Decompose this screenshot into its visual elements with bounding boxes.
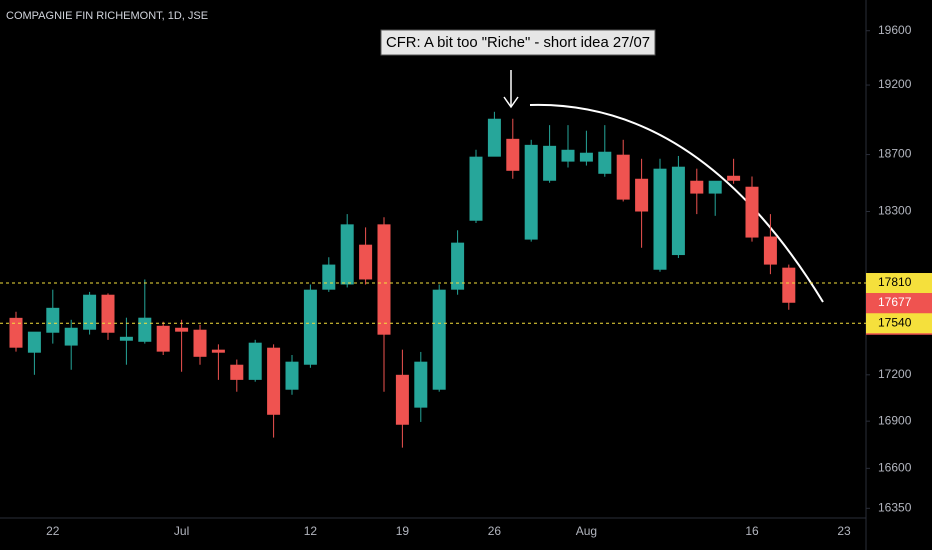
candle-body bbox=[156, 325, 170, 352]
candle-body bbox=[635, 178, 649, 212]
y-tick-label: 18300 bbox=[878, 204, 912, 218]
candle-body bbox=[175, 327, 189, 332]
candle-body bbox=[46, 307, 60, 333]
y-tick-label: 18700 bbox=[878, 147, 912, 161]
candle-body bbox=[64, 327, 78, 346]
y-tick-label: 16600 bbox=[878, 461, 912, 475]
candle-body bbox=[524, 144, 538, 240]
candle-body bbox=[616, 154, 630, 200]
candle-body bbox=[579, 152, 593, 162]
x-tick-label: Aug bbox=[576, 524, 597, 538]
candle-body bbox=[782, 267, 796, 303]
annotation-box bbox=[380, 29, 656, 56]
candle-body bbox=[322, 264, 336, 290]
candle-body bbox=[359, 244, 373, 280]
candle-body bbox=[708, 180, 722, 194]
y-tick-label: 17200 bbox=[878, 367, 912, 381]
candle-body bbox=[671, 166, 685, 256]
candle-body bbox=[690, 180, 704, 194]
candle-body bbox=[340, 224, 354, 285]
candle-body bbox=[432, 289, 446, 390]
candle-body bbox=[451, 242, 465, 290]
y-tick-label: 16900 bbox=[878, 413, 912, 427]
candle-body bbox=[377, 224, 391, 335]
candle-body bbox=[138, 317, 152, 342]
y-tick-label: 19200 bbox=[878, 77, 912, 91]
price-line-label: 17540 bbox=[878, 315, 912, 329]
candle-body bbox=[469, 156, 483, 221]
price-line-box bbox=[866, 273, 932, 294]
candle-body bbox=[561, 149, 575, 162]
x-tick-label: 16 bbox=[745, 524, 759, 538]
candle-body bbox=[487, 118, 501, 157]
candle-body bbox=[230, 364, 244, 380]
candle-body bbox=[193, 329, 207, 357]
candle-body bbox=[763, 236, 777, 265]
price-line-box bbox=[866, 313, 932, 334]
curve bbox=[529, 103, 824, 303]
candle-body bbox=[27, 331, 41, 353]
candle-body bbox=[506, 138, 520, 171]
candle-body bbox=[285, 361, 299, 390]
candle-body bbox=[598, 151, 612, 174]
candle-body bbox=[745, 186, 759, 238]
y-tick-label: 19600 bbox=[878, 23, 912, 37]
candle-body bbox=[303, 289, 317, 365]
chart-title: COMPAGNIE FIN RICHEMONT, 1D, JSE bbox=[6, 10, 208, 22]
candle-body bbox=[83, 294, 97, 330]
candle-body bbox=[395, 374, 409, 425]
annotation-text: CFR: A bit too "Riche" - short idea 27/0… bbox=[386, 34, 650, 51]
x-tick-label: 19 bbox=[396, 524, 410, 538]
candle-body bbox=[727, 175, 741, 181]
x-tick-label: 23 bbox=[837, 524, 851, 538]
candle-body bbox=[211, 349, 225, 353]
candle-body bbox=[101, 294, 115, 333]
candle-body bbox=[9, 317, 23, 348]
price-line-label: 17810 bbox=[878, 275, 912, 289]
candle-body bbox=[543, 145, 557, 181]
candle-body bbox=[119, 336, 133, 341]
x-tick-label: 22 bbox=[46, 524, 60, 538]
last-price-label: 17677 bbox=[878, 295, 912, 309]
candle-body bbox=[653, 168, 667, 270]
candle-body bbox=[267, 347, 281, 415]
arrow-head bbox=[503, 96, 519, 109]
x-tick-label: 26 bbox=[488, 524, 502, 538]
x-tick-label: Jul bbox=[174, 524, 189, 538]
y-tick-label: 16350 bbox=[878, 500, 912, 514]
candle-body bbox=[248, 342, 262, 380]
candle-body bbox=[414, 361, 428, 408]
x-tick-label: 12 bbox=[304, 524, 318, 538]
annotation: CFR: A bit too "Riche" - short idea 27/0… bbox=[380, 29, 824, 303]
